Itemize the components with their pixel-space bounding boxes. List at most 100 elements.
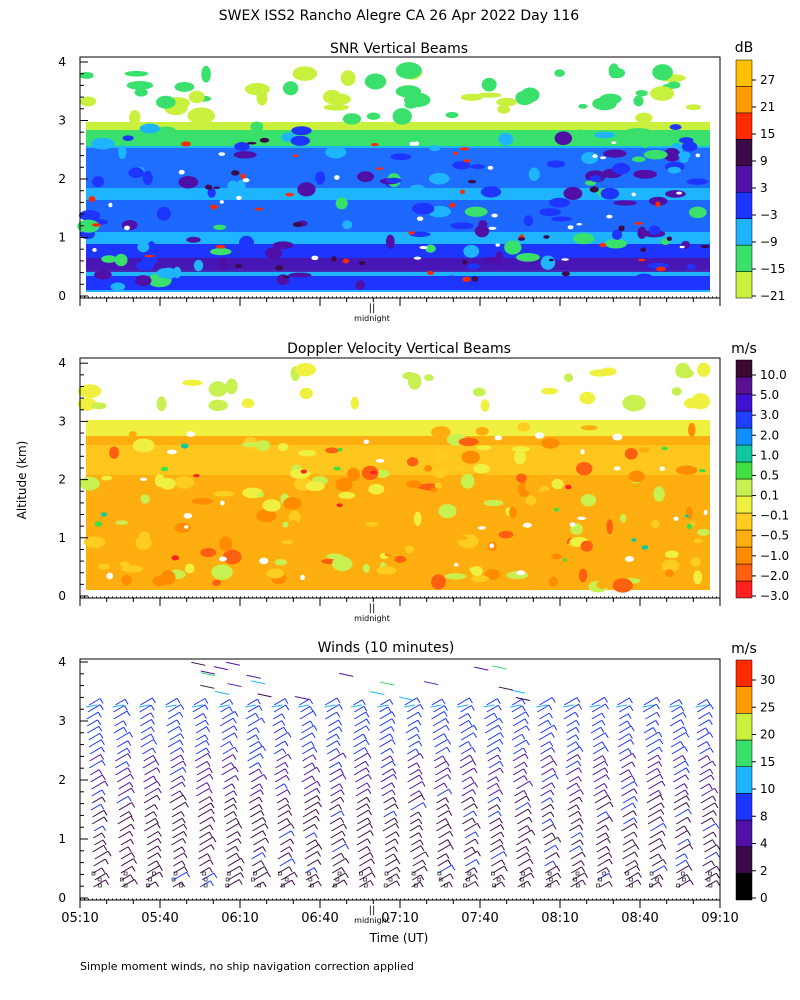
wind-barb (431, 698, 443, 706)
wind-barb (143, 780, 158, 790)
wind-barb (92, 844, 105, 853)
wind-barb (279, 879, 293, 888)
wind-barb-flag (104, 858, 109, 865)
snr-cell (681, 141, 698, 152)
wind-barb-flag (207, 853, 211, 859)
wind-barb (516, 845, 527, 853)
wind-barb (597, 872, 609, 881)
wind-barb-flag (99, 733, 104, 739)
wind-barb-flag (450, 844, 454, 850)
wind-barb (486, 704, 499, 713)
colorbar-tick-label: 25 (760, 700, 775, 714)
wind-barb (273, 704, 287, 713)
wind-barb (120, 858, 134, 867)
wind-barb (696, 727, 706, 734)
velocity-cell (661, 446, 668, 451)
wind-barb-flag (396, 873, 400, 880)
wind-barb (329, 804, 339, 811)
velocity-cell (368, 483, 385, 495)
velocity-cell (475, 426, 489, 436)
wind-barb (704, 865, 718, 874)
wind-barb-flag (601, 712, 606, 719)
wind-barb-flag (604, 767, 609, 774)
wind-barb-flag (499, 739, 504, 745)
wind-barb-flag (340, 852, 345, 859)
velocity-cell (347, 467, 360, 481)
wind-barb (247, 698, 258, 706)
snr-cell (272, 241, 294, 249)
wind-barb-flag (153, 739, 158, 745)
velocity-cell (338, 491, 356, 499)
y-tick-label: 3 (58, 714, 66, 728)
wind-barb (593, 741, 603, 748)
wind-barb (568, 776, 579, 783)
snr-cell (576, 222, 583, 226)
wind-barb (329, 817, 341, 825)
wind-barb-flag (634, 860, 639, 866)
wind-barb (142, 759, 157, 769)
wind-barb (330, 810, 342, 818)
calm-marker (573, 877, 577, 882)
velocity-cell (684, 514, 689, 518)
wind-barb (651, 858, 664, 867)
velocity-cell (677, 368, 694, 379)
wind-barb-flag (503, 865, 508, 872)
colorbar-swatch (735, 659, 753, 687)
wind-barb-flag (290, 823, 295, 829)
wind-barb (226, 879, 240, 888)
wind-barb (384, 853, 395, 860)
snr-cell (156, 268, 173, 279)
velocity-cell (91, 402, 107, 410)
velocity-cell (299, 387, 313, 400)
wind-barb-flag (182, 760, 187, 767)
wind-barb-flag (523, 761, 528, 768)
snr-cell (561, 258, 569, 261)
wind-barb-flag (501, 845, 506, 851)
wind-barb (699, 768, 711, 776)
snr-cell (409, 184, 426, 196)
wind-barb (540, 797, 551, 804)
wind-barb (195, 760, 208, 769)
velocity-cell (569, 522, 576, 527)
wind-barb (277, 803, 288, 811)
wind-barb (251, 817, 264, 825)
velocity-cell (622, 394, 646, 412)
snr-cell (215, 244, 226, 249)
snr-cell (685, 104, 702, 111)
wind-barb-flag (660, 816, 664, 822)
wind-barb (274, 740, 286, 748)
wind-barb-flag (604, 746, 609, 753)
snr-cell (375, 167, 384, 170)
wind-barb-flag (575, 727, 580, 733)
wind-barb (461, 796, 472, 804)
colorbar-swatch (735, 271, 753, 299)
wind-barb-flag (367, 774, 372, 780)
wind-barb (171, 837, 183, 846)
wind-barb (115, 698, 126, 706)
wind-barb-flag (680, 706, 685, 712)
colorbar-tick-label: −3 (760, 208, 778, 222)
wind-barb (192, 704, 206, 713)
wind-barb-flag (655, 703, 660, 710)
wind-barb-flag (315, 809, 320, 815)
wind-barb-flag (549, 741, 554, 747)
snr-cell (78, 210, 101, 221)
wind-barb-flag (447, 859, 452, 866)
velocity-cell (274, 559, 287, 566)
wind-barb (433, 705, 445, 713)
wind-barb (165, 704, 177, 708)
wind-barb-flag (104, 780, 109, 787)
snr-cell (288, 272, 312, 278)
wind-barb (591, 703, 606, 713)
wind-barb (517, 816, 530, 825)
wind-barb-flag (344, 872, 349, 879)
wind-barb-flag (124, 705, 128, 711)
wind-barb-flag (501, 881, 506, 888)
x-tick-label: 07:40 (461, 911, 498, 926)
wind-barb (93, 858, 106, 867)
calm-marker (309, 883, 314, 888)
wind-barb (275, 783, 285, 790)
wind-barb-flag (448, 810, 453, 816)
wind-barb-flag (525, 739, 530, 746)
wind-barb (483, 704, 495, 708)
